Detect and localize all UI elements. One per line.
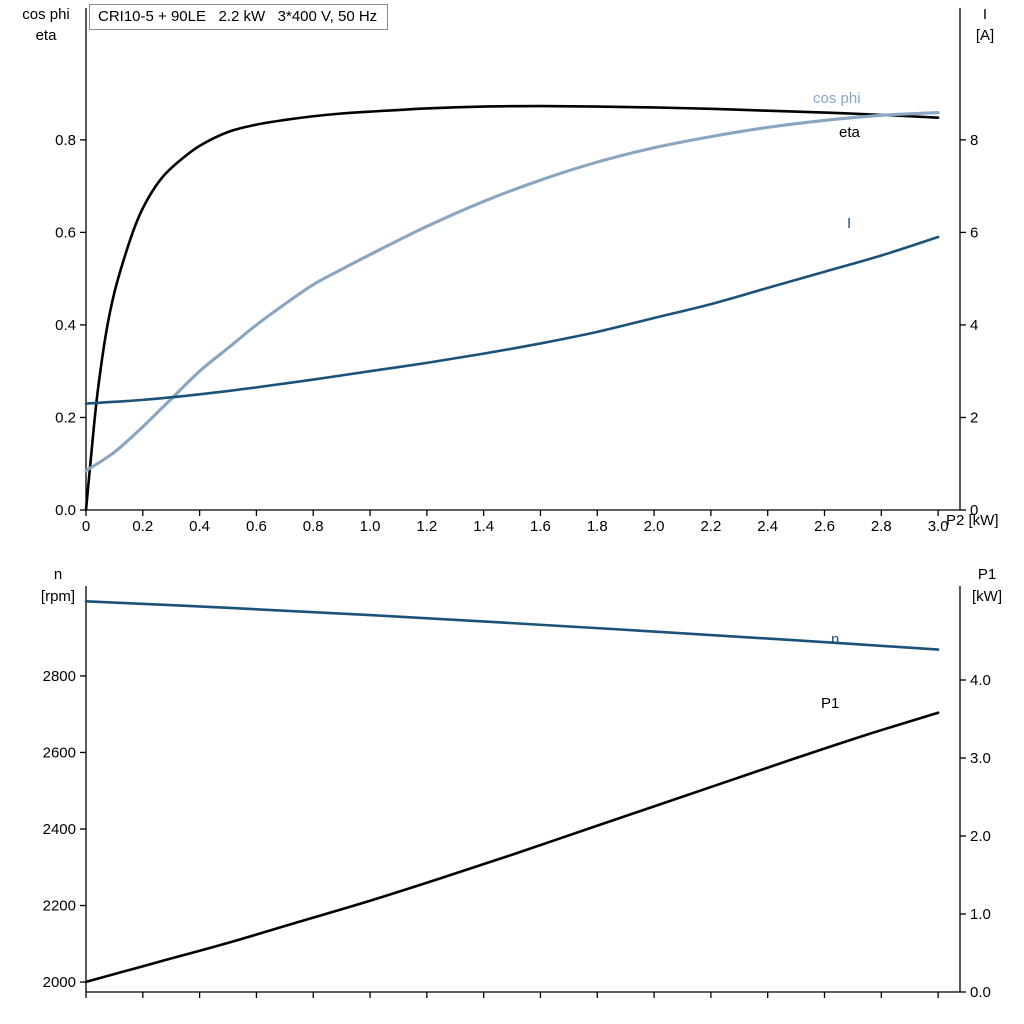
top-chart-left-tick-label: 0.8 <box>55 132 76 149</box>
curve-eta <box>84 104 940 512</box>
bottom-chart-right-tick-label: 3.0 <box>970 750 991 767</box>
top-chart-left-tick-label: 0.2 <box>55 409 76 426</box>
curve-n <box>84 600 940 651</box>
curve-i <box>84 235 940 405</box>
bottom-chart-left-tick-label: 2800 <box>43 668 76 685</box>
bottom-chart-right-tick-label: 1.0 <box>970 906 991 923</box>
top-chart-right-tick-label: 4 <box>970 317 978 334</box>
top-chart-x-tick-label: 1.0 <box>360 518 381 535</box>
top-chart-x-tick-label: 2.0 <box>644 518 665 535</box>
top-right-axis-title-current: I <box>982 6 988 23</box>
bottom-chart-right-tick-label: 2.0 <box>970 828 991 845</box>
bottom-right-axis-title-unit-kw: [kW] <box>972 588 1002 605</box>
top-chart-left-tick-label: 0.0 <box>55 502 76 519</box>
bottom-right-axis-title-p1: P1 <box>977 566 997 583</box>
bottom-chart-left-tick-label: 2600 <box>43 744 76 761</box>
top-chart-x-tick-label: 0 <box>82 518 90 535</box>
top-chart-x-tick-label: 2.6 <box>814 518 835 535</box>
chart-title: CRI10-5 + 90LE 2.2 kW 3*400 V, 50 Hz <box>89 4 389 30</box>
top-chart-left-tick-label: 0.6 <box>55 224 76 241</box>
curve-label-eta: eta <box>839 124 861 141</box>
curve-label-p1: P1 <box>821 695 839 712</box>
top-left-axis-title-eta: eta <box>35 27 57 44</box>
curve-label-cos-phi: cos phi <box>813 90 861 107</box>
top-chart-x-tick-label: 2.8 <box>871 518 892 535</box>
bottom-left-axis-title-unit-rpm: [rpm] <box>40 588 76 605</box>
bottom-left-axis-title-speed: n <box>53 566 63 583</box>
curve-label-n: n <box>831 631 839 648</box>
top-chart-x-tick-label: 0.6 <box>246 518 267 535</box>
top-right-axis-title-unit-amps: [A] <box>975 27 995 44</box>
curve-cos-phi <box>84 111 940 473</box>
top-chart-right-tick-label: 0 <box>970 502 978 519</box>
top-chart-right-tick-label: 2 <box>970 409 978 426</box>
top-chart-right-tick-label: 6 <box>970 224 978 241</box>
top-chart-right-tick-label: 8 <box>970 132 978 149</box>
top-chart-x-tick-label: 1.2 <box>416 518 437 535</box>
bottom-chart-left-tick-label: 2200 <box>43 898 76 915</box>
top-chart-x-tick-label: 0.4 <box>189 518 210 535</box>
bottom-chart-left-tick-label: 2400 <box>43 821 76 838</box>
x-axis-title-p2: P2 [kW] <box>946 512 999 529</box>
top-chart-x-tick-label: 2.4 <box>757 518 778 535</box>
top-chart-x-tick-label: 1.6 <box>530 518 551 535</box>
top-chart-x-tick-label: 1.8 <box>587 518 608 535</box>
bottom-chart-right-tick-label: 0.0 <box>970 984 991 1001</box>
top-chart-x-tick-label: 0.2 <box>132 518 153 535</box>
bottom-chart-right-tick-label: 4.0 <box>970 672 991 689</box>
top-chart-x-tick-label: 3.0 <box>928 518 949 535</box>
top-chart-left-tick-label: 0.4 <box>55 317 76 334</box>
curve-p1 <box>84 711 940 984</box>
top-chart-x-tick-label: 1.4 <box>473 518 494 535</box>
top-chart-x-tick-label: 0.8 <box>303 518 324 535</box>
curve-label-i: I <box>847 215 851 232</box>
top-left-axis-title-cosphi: cos phi <box>22 6 70 23</box>
top-chart-x-tick-label: 2.2 <box>700 518 721 535</box>
bottom-chart-left-tick-label: 2000 <box>43 974 76 991</box>
